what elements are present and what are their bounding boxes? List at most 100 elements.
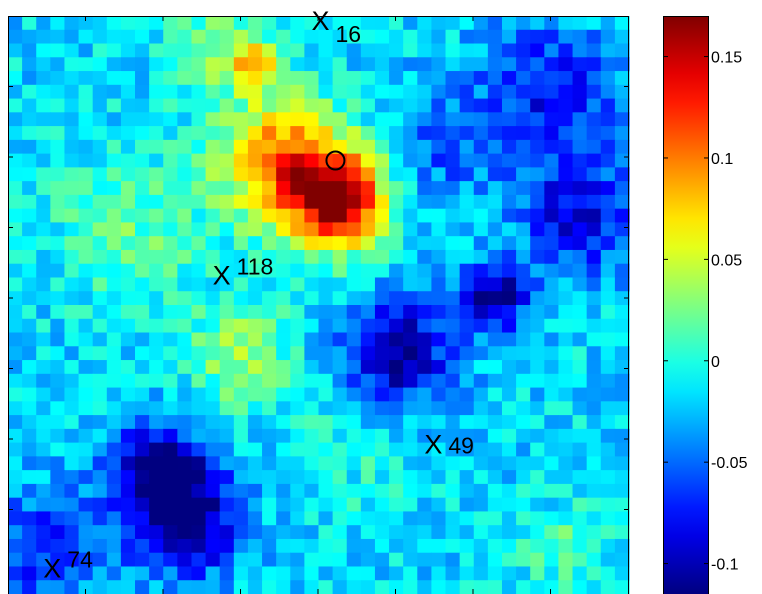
heatmap-cell [501, 360, 517, 375]
heatmap-cell [516, 222, 531, 237]
heatmap-cell [360, 456, 376, 471]
heatmap-cell [50, 263, 66, 279]
heatmap-cell [346, 263, 362, 279]
heatmap-cell [403, 139, 418, 155]
heatmap-cell [431, 456, 447, 471]
heatmap-cell [276, 222, 291, 237]
heatmap-cell [431, 497, 447, 513]
heatmap-cell [50, 16, 66, 31]
heatmap-cell [135, 401, 150, 416]
heatmap-cell [445, 318, 461, 334]
heatmap-cell [135, 194, 150, 210]
heatmap-cell [530, 456, 545, 471]
heatmap-cell [233, 222, 249, 237]
heatmap-cell [233, 415, 249, 430]
heatmap-cell [516, 236, 531, 251]
colorbar-ticks: 0.150.10.050-0.05-0.1 [663, 50, 748, 574]
heatmap-cell [106, 291, 122, 306]
heatmap-cell [290, 305, 305, 320]
heatmap-cell [135, 84, 150, 100]
heatmap-cell [374, 57, 390, 72]
heatmap-cell [332, 456, 348, 471]
heatmap-cell [374, 456, 390, 471]
heatmap-cell [572, 373, 588, 389]
heatmap-cell [191, 112, 207, 127]
heatmap-cell [516, 249, 531, 265]
heatmap-cell [50, 277, 66, 292]
heatmap-cell [417, 126, 433, 141]
heatmap-cell [219, 387, 235, 402]
heatmap-cell [78, 98, 94, 113]
heatmap-cell [262, 456, 277, 471]
heatmap-cell [247, 112, 263, 127]
heatmap-cell [501, 112, 517, 127]
heatmap-cell [332, 483, 348, 499]
heatmap-cell [360, 236, 376, 251]
heatmap-cell [92, 277, 108, 292]
heatmap-cell [191, 57, 207, 72]
heatmap-cell [78, 566, 94, 581]
heatmap-cell [247, 346, 263, 361]
heatmap-cell [516, 16, 531, 31]
heatmap-cell [459, 84, 475, 100]
heatmap-cell [106, 84, 122, 100]
heatmap-cell [135, 511, 150, 526]
heatmap-cell [332, 305, 348, 320]
heatmap-cell [135, 277, 150, 292]
heatmap-cell [586, 291, 602, 306]
heatmap-cell [572, 360, 588, 375]
heatmap-cell [558, 181, 574, 196]
heatmap-cell [501, 552, 517, 568]
heatmap-cell [304, 277, 320, 292]
heatmap-cell [276, 194, 291, 210]
heatmap-cell [36, 291, 51, 306]
heatmap-cell [530, 263, 545, 279]
heatmap-cell [318, 305, 334, 320]
heatmap-cell [247, 511, 263, 526]
heatmap-cell [64, 139, 80, 155]
heatmap-cell [572, 332, 588, 347]
heatmap-cell [163, 291, 178, 306]
heatmap-cell [106, 387, 122, 402]
heatmap-cell [22, 29, 37, 45]
heatmap-cell [374, 566, 390, 581]
colorbar-tick-label: 0 [711, 354, 720, 371]
heatmap-cell [22, 167, 37, 182]
heatmap-cell [64, 167, 80, 182]
heatmap-cell [431, 346, 447, 361]
heatmap-cell [50, 167, 66, 182]
heatmap-cell [262, 332, 277, 347]
heatmap-cell [120, 194, 136, 210]
heatmap-cell [177, 580, 193, 594]
heatmap-cell [473, 346, 489, 361]
heatmap-cell [290, 84, 305, 100]
heatmap-cell [304, 139, 320, 155]
heatmap-cell [346, 318, 362, 334]
heatmap-cell [501, 194, 517, 210]
heatmap-cell [36, 305, 51, 320]
heatmap-cell [120, 442, 136, 457]
heatmap-cell [276, 346, 291, 361]
heatmap-cell [106, 442, 122, 457]
heatmap-cell [149, 29, 164, 45]
heatmap-cell [586, 442, 602, 457]
heatmap-cell [558, 194, 574, 210]
heatmap-cell [431, 236, 447, 251]
heatmap-cell [205, 552, 221, 568]
heatmap-cell [50, 373, 66, 389]
heatmap-cell [614, 236, 630, 251]
heatmap-cell [417, 16, 433, 31]
heatmap-cell [276, 456, 291, 471]
heatmap-cell [332, 57, 348, 72]
heatmap-cell [572, 552, 588, 568]
heatmap-cell [219, 373, 235, 389]
heatmap-cell [92, 428, 108, 444]
heatmap-cell [233, 71, 249, 86]
heatmap-cell [346, 71, 362, 86]
heatmap-cell [332, 194, 348, 210]
heatmap-cell [487, 552, 503, 568]
heatmap-cell [219, 401, 235, 416]
heatmap-cell [64, 263, 80, 279]
heatmap-cell [459, 483, 475, 499]
heatmap-cell [276, 497, 291, 513]
